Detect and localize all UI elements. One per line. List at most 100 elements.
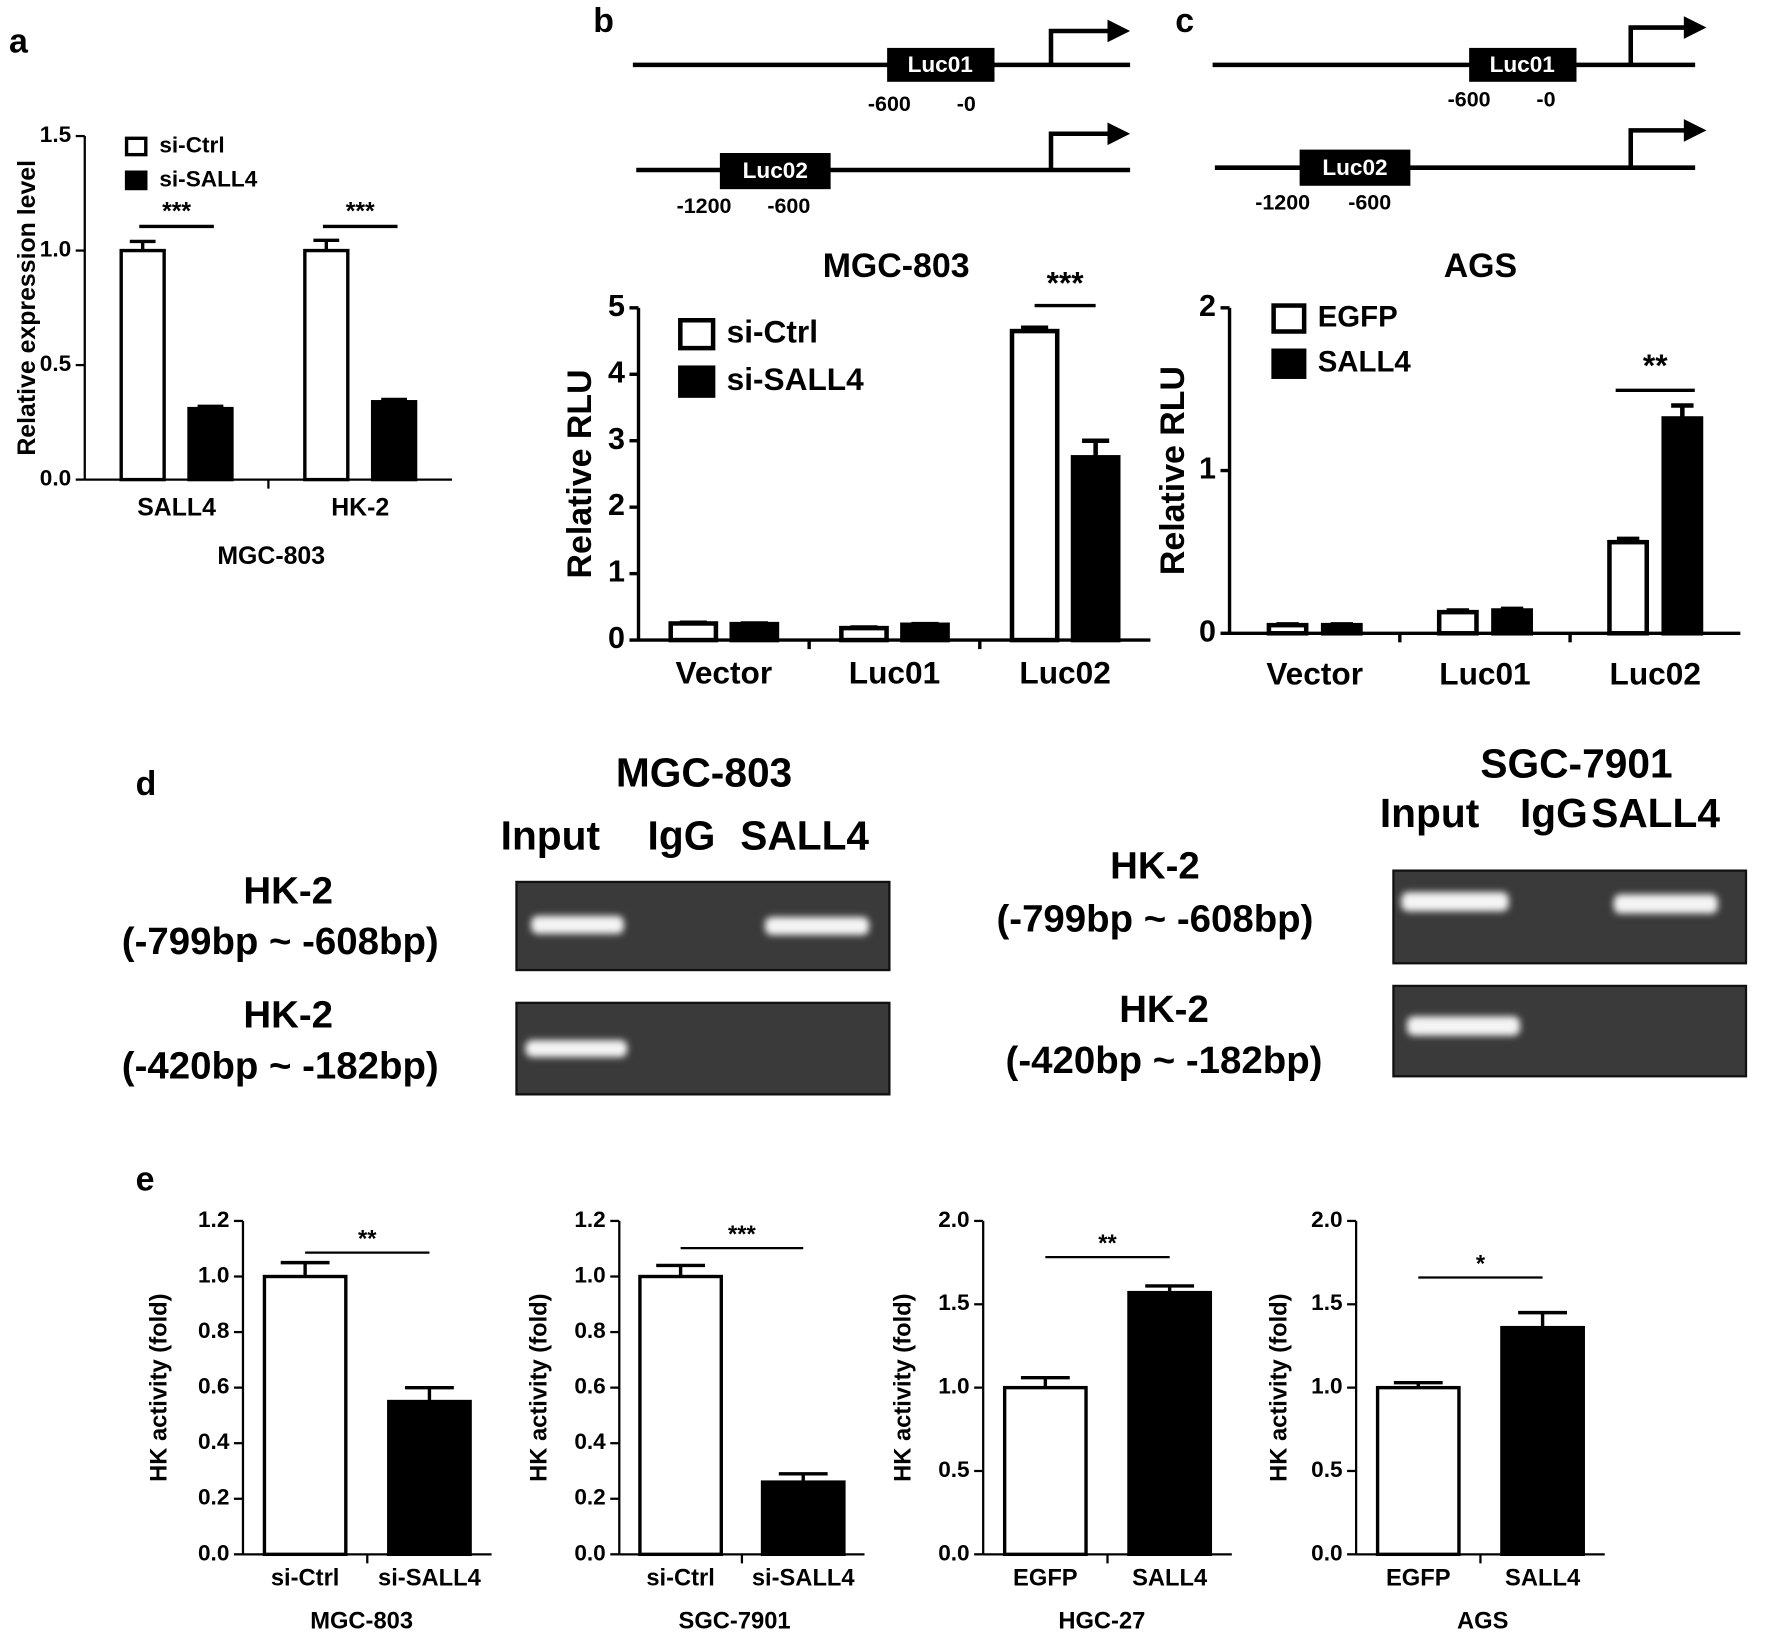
position-label: -600 bbox=[767, 194, 810, 218]
x-tick-label: si-SALL4 bbox=[378, 1565, 482, 1591]
x-tick-label: EGFP bbox=[1013, 1565, 1078, 1591]
bar bbox=[303, 248, 350, 482]
significance-label: *** bbox=[1047, 265, 1085, 301]
gel-band bbox=[1406, 1016, 1520, 1036]
error-bar bbox=[1145, 1284, 1195, 1293]
error-bar bbox=[280, 1260, 330, 1277]
x-axis-label: AGS bbox=[1457, 1608, 1508, 1634]
y-axis-label: HK activity (fold) bbox=[147, 1293, 173, 1481]
y-tick-label: 2 bbox=[608, 488, 625, 522]
y-tick-label: 0.5 bbox=[938, 1457, 969, 1482]
y-tick-label: 0.0 bbox=[198, 1540, 229, 1565]
error-bar bbox=[656, 1263, 706, 1277]
legend-label: si-Ctrl bbox=[159, 133, 224, 158]
y-tick-label: 4 bbox=[608, 355, 625, 389]
error-bar bbox=[850, 625, 878, 630]
position-label: -1200 bbox=[1255, 191, 1310, 215]
error-bar bbox=[740, 621, 768, 626]
bar bbox=[760, 1480, 846, 1557]
construct-box bbox=[1469, 47, 1577, 82]
y-tick-label: 1.5 bbox=[938, 1290, 969, 1315]
position-label: -0 bbox=[1536, 88, 1555, 112]
position-label: -600 bbox=[1448, 88, 1491, 112]
bar bbox=[1127, 1290, 1213, 1557]
significance-label: * bbox=[1476, 1251, 1486, 1277]
lane-label: IgG bbox=[1520, 790, 1588, 836]
y-tick-label: 1.0 bbox=[574, 1262, 605, 1287]
y-tick-label: 2.0 bbox=[1311, 1207, 1342, 1232]
bar bbox=[1375, 1385, 1461, 1557]
row-label: HK-2 bbox=[1119, 988, 1209, 1031]
bar bbox=[187, 406, 234, 482]
legend-swatch bbox=[1271, 303, 1307, 334]
legend-swatch bbox=[124, 170, 148, 191]
bar bbox=[729, 621, 780, 643]
y-tick-label: 1.0 bbox=[40, 237, 71, 262]
y-tick-label: 2.0 bbox=[938, 1207, 969, 1232]
gel-band bbox=[531, 915, 624, 934]
legend-label: SALL4 bbox=[1318, 346, 1412, 379]
chart-title: AGS bbox=[1444, 247, 1517, 285]
row-label: (-420bp ~ -182bp) bbox=[1006, 1039, 1323, 1082]
y-tick-label: 0.0 bbox=[40, 466, 71, 491]
position-label: -1200 bbox=[677, 194, 732, 218]
bar bbox=[1500, 1325, 1585, 1557]
y-tick-label: 1.2 bbox=[198, 1207, 229, 1232]
bar bbox=[1002, 1385, 1088, 1557]
y-axis-label: HK activity (fold) bbox=[890, 1293, 916, 1481]
error-bar bbox=[405, 1385, 454, 1402]
significance-label: *** bbox=[346, 197, 375, 225]
row-label: (-420bp ~ -182bp) bbox=[122, 1045, 439, 1088]
x-tick-label: SALL4 bbox=[1132, 1565, 1208, 1591]
y-tick-label: 5 bbox=[608, 289, 625, 323]
y-tick-label: 1.0 bbox=[938, 1374, 969, 1399]
gel-band bbox=[1401, 892, 1509, 912]
x-tick-label: Luc01 bbox=[1439, 656, 1530, 692]
lane-label: IgG bbox=[648, 813, 716, 859]
y-tick-label: 3 bbox=[608, 422, 625, 456]
error-bar bbox=[197, 404, 224, 409]
y-tick-label: 0.0 bbox=[1311, 1540, 1342, 1565]
position-label: -600 bbox=[1348, 191, 1391, 215]
y-axis-label: HK activity (fold) bbox=[526, 1293, 552, 1481]
y-tick-label: 0.2 bbox=[574, 1485, 605, 1510]
error-bar bbox=[1671, 403, 1694, 419]
bar bbox=[638, 1274, 723, 1557]
position-label: -600 bbox=[868, 92, 911, 116]
construct-label: Luc01 bbox=[908, 52, 973, 77]
promoter-diagram bbox=[632, 16, 1707, 173]
legend-swatch bbox=[678, 365, 716, 398]
construct-label: Luc01 bbox=[1490, 52, 1555, 77]
error-bar bbox=[1616, 536, 1640, 543]
y-tick-label: 1.5 bbox=[1311, 1290, 1342, 1315]
bar bbox=[1607, 539, 1650, 636]
y-tick-label: 0.5 bbox=[40, 351, 71, 376]
x-tick-label: Luc01 bbox=[849, 654, 940, 690]
x-tick-label: SALL4 bbox=[1505, 1565, 1581, 1591]
significance-label: *** bbox=[162, 197, 191, 225]
legend-label: EGFP bbox=[1318, 300, 1398, 333]
error-bar bbox=[1393, 1380, 1443, 1388]
x-tick-label: EGFP bbox=[1386, 1565, 1451, 1591]
x-axis-label: HGC-27 bbox=[1058, 1608, 1145, 1634]
x-tick-label: si-SALL4 bbox=[752, 1565, 856, 1591]
significance-label: ** bbox=[1098, 1231, 1117, 1257]
lane-label: Input bbox=[501, 813, 601, 859]
legend-label: si-Ctrl bbox=[727, 314, 818, 350]
bar bbox=[370, 400, 418, 482]
y-axis-label: HK activity (fold) bbox=[1267, 1293, 1293, 1481]
error-bar bbox=[679, 620, 707, 626]
error-bar bbox=[1518, 1310, 1567, 1328]
position-label: -0 bbox=[957, 92, 976, 116]
panel-label: e bbox=[136, 1160, 155, 1198]
construct-label: Luc02 bbox=[1322, 155, 1387, 180]
y-tick-label: 0.0 bbox=[938, 1540, 969, 1565]
bar bbox=[387, 1399, 472, 1557]
panel-label: a bbox=[9, 22, 29, 60]
bar bbox=[1009, 328, 1060, 643]
row-label: (-799bp ~ -608bp) bbox=[122, 920, 439, 963]
gel-title: SGC-7901 bbox=[1480, 740, 1672, 786]
y-tick-label: 0.2 bbox=[198, 1485, 229, 1510]
x-tick-label: Vector bbox=[675, 654, 772, 690]
